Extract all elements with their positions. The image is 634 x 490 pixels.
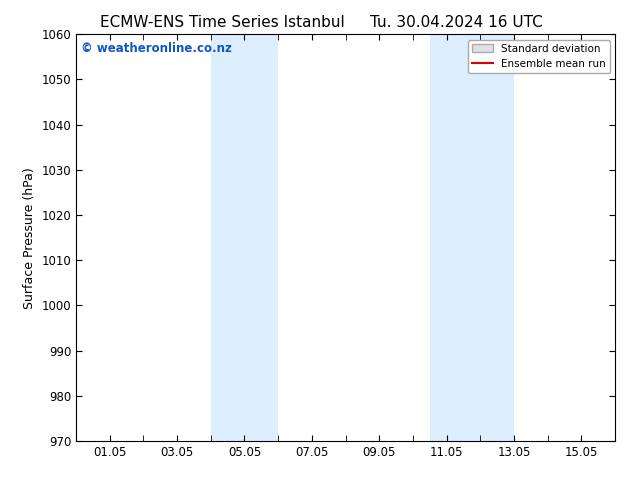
Legend: Standard deviation, Ensemble mean run: Standard deviation, Ensemble mean run — [467, 40, 610, 73]
Text: © weatheronline.co.nz: © weatheronline.co.nz — [81, 43, 232, 55]
Y-axis label: Surface Pressure (hPa): Surface Pressure (hPa) — [23, 167, 36, 309]
Text: Tu. 30.04.2024 16 UTC: Tu. 30.04.2024 16 UTC — [370, 15, 543, 30]
Bar — [430, 34, 514, 441]
Text: ECMW-ENS Time Series Istanbul: ECMW-ENS Time Series Istanbul — [100, 15, 344, 30]
Bar — [210, 34, 278, 441]
